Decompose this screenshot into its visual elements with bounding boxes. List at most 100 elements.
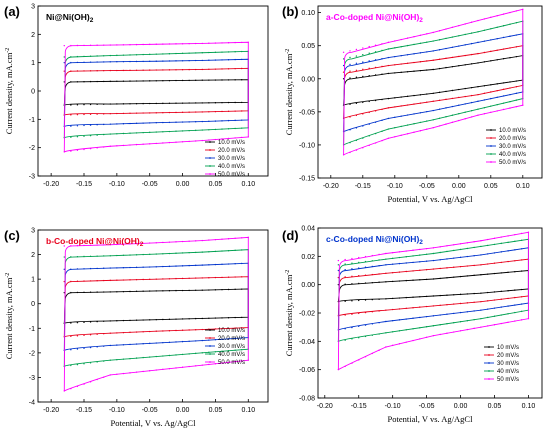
data-point: [451, 36, 454, 38]
data-point: [149, 266, 151, 268]
data-point: [391, 297, 394, 300]
data-point: [362, 101, 364, 104]
data-point: [355, 48, 358, 51]
cv-curve: [63, 67, 249, 116]
data-point: [162, 142, 164, 144]
data-point: [188, 318, 190, 320]
data-point: [355, 55, 358, 57]
data-point: [208, 351, 210, 354]
data-point: [445, 107, 447, 109]
data-point: [135, 103, 138, 105]
data-point: [227, 338, 230, 340]
data-point: [493, 272, 496, 275]
data-point: [221, 327, 223, 330]
data-point: [470, 63, 473, 65]
data-point: [76, 385, 79, 388]
data-point: [412, 270, 414, 272]
legend-marker: [488, 378, 490, 380]
data-point: [234, 237, 236, 239]
data-point: [155, 342, 157, 344]
data-point: [116, 44, 118, 46]
data-point: [490, 111, 492, 114]
data-point: [96, 80, 98, 83]
y-tick-label: 0.10: [301, 10, 315, 17]
data-point: [419, 327, 421, 329]
data-point: [149, 278, 151, 281]
data-point: [480, 292, 482, 294]
data-point: [63, 151, 65, 153]
data-point: [385, 281, 387, 283]
data-point: [135, 242, 138, 245]
data-point: [96, 267, 98, 270]
data-point: [142, 102, 144, 105]
data-point: [129, 60, 131, 63]
data-point: [155, 53, 157, 55]
data-point: [425, 253, 428, 256]
data-point: [109, 54, 111, 57]
data-point: [351, 362, 353, 364]
data-point: [413, 36, 415, 38]
data-point: [142, 356, 144, 359]
data-point: [342, 71, 345, 73]
data-point: [412, 279, 414, 281]
data-point: [464, 44, 466, 46]
data-point: [446, 250, 448, 253]
data-point: [195, 121, 197, 123]
data-point: [378, 281, 380, 283]
data-point: [419, 316, 421, 319]
data-point: [459, 256, 462, 259]
data-point: [89, 267, 92, 270]
data-point: [509, 11, 511, 14]
data-point: [405, 296, 407, 299]
y-tick-label: 1: [31, 60, 35, 67]
data-point: [76, 291, 79, 294]
data-point: [391, 272, 394, 274]
data-point: [344, 365, 346, 368]
legend-label: 50.0 mV/s: [218, 360, 245, 366]
data-point: [155, 131, 157, 133]
data-point: [122, 358, 125, 360]
data-point: [168, 265, 171, 268]
data-point: [70, 268, 72, 270]
data-point: [96, 55, 98, 57]
data-point: [432, 109, 434, 112]
cv-curve: [63, 236, 249, 392]
data-point: [406, 124, 409, 126]
data-point: [155, 278, 157, 280]
data-point: [466, 242, 469, 244]
data-point: [385, 252, 387, 255]
data-point: [70, 70, 72, 72]
data-point: [83, 268, 85, 270]
data-point: [96, 320, 98, 323]
data-point: [459, 321, 462, 323]
data-point: [208, 79, 210, 81]
data-point: [109, 291, 111, 293]
data-point: [83, 280, 85, 282]
panel-title: a-Co-doped Ni@Ni(OH)2: [326, 12, 423, 24]
data-point: [70, 44, 72, 47]
data-point: [480, 254, 482, 256]
data-point: [500, 322, 502, 325]
data-point: [412, 255, 414, 257]
data-point: [109, 145, 111, 147]
data-point: [70, 125, 72, 127]
data-point: [381, 108, 383, 111]
data-point: [387, 48, 390, 50]
data-point: [116, 344, 118, 346]
data-point: [483, 40, 486, 42]
data-point: [426, 101, 428, 103]
y-tick-label: -0.08: [299, 396, 315, 403]
data-point: [195, 329, 197, 331]
data-point: [371, 254, 374, 257]
data-point: [486, 263, 489, 265]
data-point: [371, 352, 374, 355]
legend-label: 50.0 mV/s: [218, 172, 245, 178]
data-point: [168, 102, 171, 105]
data-point: [116, 279, 118, 281]
x-axis-label: Potential, V vs. Ag/AgCl: [388, 414, 474, 424]
data-point: [349, 103, 351, 105]
y-tick-label: -0.05: [299, 109, 315, 116]
data-point: [162, 43, 164, 45]
data-point: [195, 289, 197, 292]
data-point: [241, 127, 243, 129]
